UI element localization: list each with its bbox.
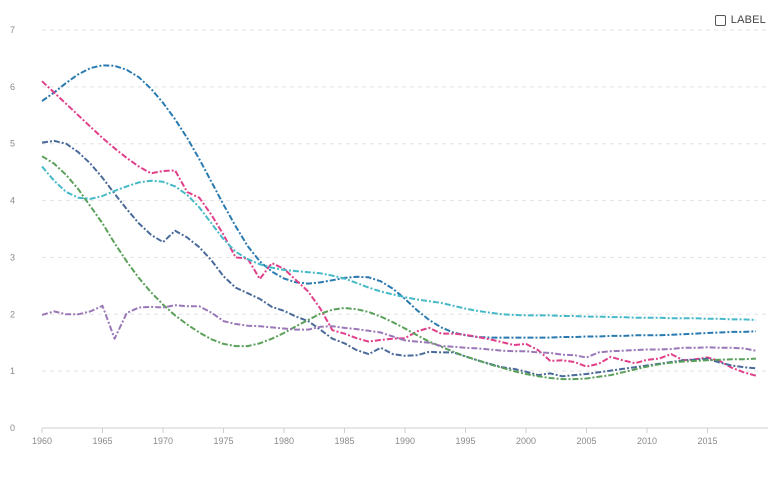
chart-grid — [42, 29, 768, 372]
y-tick-label: 2 — [10, 309, 15, 319]
x-tick-label: 1960 — [32, 436, 52, 446]
label-toggle-text: LABEL — [730, 14, 766, 26]
y-tick-label: 1 — [10, 366, 15, 376]
x-tick-label: 1975 — [213, 436, 233, 446]
x-tick-label: 1970 — [153, 436, 173, 446]
series-line-1[interactable] — [41, 64, 756, 339]
x-tick-label: 2005 — [576, 436, 596, 446]
x-tick-label: 2000 — [516, 436, 536, 446]
series-line-5[interactable] — [41, 165, 756, 321]
y-tick-label: 0 — [10, 423, 15, 433]
series-line-3[interactable] — [41, 139, 756, 378]
y-tick-label: 3 — [10, 252, 15, 262]
x-tick-label: 2010 — [637, 436, 657, 446]
x-tick-label: 1965 — [92, 436, 112, 446]
label-checkbox[interactable] — [714, 14, 726, 26]
series-line-2[interactable] — [41, 80, 757, 377]
x-tick-label: 1990 — [395, 436, 415, 446]
x-tick-label: 1995 — [455, 436, 475, 446]
chart-axes: 0 1 2 3 4 5 6 7 1960 1965 1970 1975 1980 1985 1990 1995… — [10, 25, 768, 446]
x-tick-label: 1985 — [334, 436, 354, 446]
y-tick-label: 6 — [10, 82, 15, 92]
series-line-6[interactable] — [41, 304, 757, 359]
chart-series — [41, 64, 757, 381]
x-tick-label: 2015 — [697, 436, 717, 446]
y-tick-label: 7 — [10, 25, 15, 35]
x-tick-label: 1980 — [274, 436, 294, 446]
series-line-4[interactable] — [41, 155, 756, 381]
y-tick-label: 4 — [10, 196, 15, 206]
y-tick-label: 5 — [10, 139, 15, 149]
label-toggle[interactable]: LABEL — [714, 14, 766, 26]
